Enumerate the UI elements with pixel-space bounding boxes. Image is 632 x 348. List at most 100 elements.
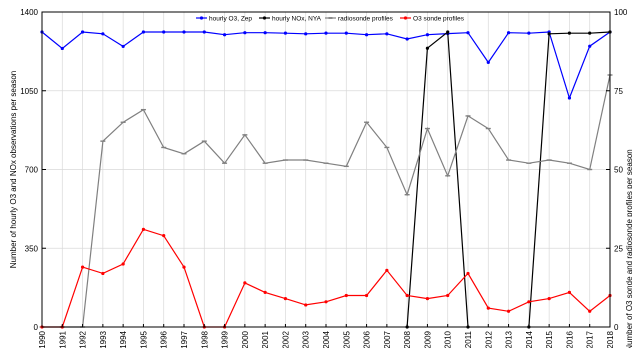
x-tick-label: 2014	[525, 330, 534, 348]
x-tick-label: 2002	[281, 330, 290, 348]
left-tick-label: 700	[25, 166, 39, 175]
data-point	[486, 60, 490, 64]
right-axis-title: Number of O3 sonde and radiosonde profil…	[625, 149, 632, 348]
data-point	[60, 46, 64, 51]
data-point	[324, 31, 328, 35]
legend-label: O3 sonde profiles	[413, 15, 465, 22]
x-tick-label: 2013	[505, 330, 514, 348]
legend-label-part: , Zep	[237, 15, 252, 22]
x-tick-label: 2018	[606, 330, 615, 348]
right-tick-label: 100	[614, 8, 628, 17]
data-point	[385, 32, 389, 36]
data-point	[263, 31, 267, 35]
x-tick-label: 1994	[119, 330, 128, 348]
data-point	[162, 30, 166, 34]
x-tick-label: 2005	[342, 330, 351, 348]
data-point	[182, 265, 186, 269]
data-point	[567, 96, 572, 100]
left-tick-label: 1050	[20, 87, 38, 96]
legend-label-part: radiosonde profiles	[338, 15, 394, 22]
data-point	[222, 33, 227, 37]
x-tick-label: 2007	[383, 330, 392, 348]
legend-label: radiosonde profiles	[338, 15, 394, 22]
data-point	[141, 30, 146, 34]
legend-item: radiosonde profiles	[325, 15, 394, 22]
x-tick-label: 2017	[586, 330, 595, 348]
legend-marker	[199, 16, 204, 20]
data-point	[527, 31, 531, 35]
x-tick-label: 2010	[444, 330, 453, 348]
legend-item: O3 sonde profiles	[400, 15, 465, 22]
data-point	[304, 32, 308, 36]
x-tick-label: 2015	[545, 330, 554, 348]
right-axis: 0 25 50 75 100	[606, 8, 628, 332]
data-point	[162, 234, 166, 238]
x-tick-label: 2008	[403, 330, 412, 348]
data-point	[466, 271, 470, 276]
legend-label: hourly NOx, NYA	[272, 15, 322, 22]
right-tick-label: 0	[614, 323, 619, 332]
data-point	[182, 30, 186, 34]
legend-label-part: 3	[234, 15, 238, 22]
data-point	[243, 31, 247, 35]
legend: hourly O3, Zep hourly NOx, NYA radiosonde …	[196, 15, 465, 22]
legend-label-part: 3	[418, 15, 422, 22]
legend-label-part: x	[301, 15, 305, 22]
x-tick-label: 1998	[200, 330, 209, 348]
data-point	[344, 293, 348, 298]
x-axis: 1990 1991 1992 1993 1994 1995 1996 1997 1998 1999…	[38, 324, 615, 348]
x-tick-label: 2001	[261, 330, 270, 348]
data-point	[405, 293, 409, 298]
x-tick-label: 1991	[58, 330, 67, 348]
x-tick-label: 1990	[38, 330, 47, 348]
left-axis-title: Number of hourly O3 and NOx observations…	[9, 71, 18, 268]
data-point	[202, 30, 206, 34]
legend-label-part: O	[413, 15, 418, 22]
left-axis: 0 350 700 1050 1400	[20, 8, 46, 332]
x-tick-label: 2016	[565, 330, 574, 348]
x-tick-label: 1995	[139, 330, 148, 348]
data-point	[506, 309, 511, 313]
data-point	[121, 44, 125, 49]
series-0	[40, 30, 612, 100]
legend-label-part: , NYA	[305, 15, 322, 22]
axis-titles: Number of hourly O3 and NOx observations…	[9, 71, 632, 348]
legend-item: hourly O3, Zep	[196, 15, 252, 22]
x-tick-label: 2004	[322, 330, 331, 348]
data-point	[304, 303, 308, 307]
left-tick-label: 0	[34, 323, 39, 332]
data-point	[547, 32, 551, 36]
x-tick-label: 1999	[221, 330, 230, 348]
x-tick-label: 2009	[423, 330, 432, 348]
right-tick-label: 75	[614, 87, 623, 96]
data-point	[364, 293, 369, 298]
data-point	[283, 297, 288, 301]
data-point	[344, 31, 348, 35]
data-point	[364, 33, 369, 37]
data-point	[588, 31, 592, 35]
legend-marker	[403, 16, 408, 20]
data-point	[425, 33, 430, 37]
data-point	[506, 31, 511, 35]
data-point	[588, 309, 592, 313]
data-point	[243, 281, 247, 285]
x-tick-label: 2003	[302, 330, 311, 348]
legend-marker	[262, 16, 267, 20]
data-point	[80, 30, 85, 34]
grid	[41, 11, 611, 328]
data-point	[263, 290, 267, 294]
x-tick-label: 1993	[99, 330, 108, 348]
data-point	[101, 32, 105, 36]
x-tick-label: 1992	[79, 330, 88, 348]
right-tick-label: 50	[614, 166, 623, 175]
data-point	[466, 31, 470, 35]
x-tick-label: 2000	[241, 330, 250, 348]
data-point	[486, 306, 490, 310]
legend-label-part: hourly NO	[272, 15, 301, 22]
legend-item: hourly NOx, NYA	[259, 15, 322, 22]
data-point	[80, 265, 85, 269]
data-point	[446, 30, 450, 34]
x-tick-label: 1996	[160, 330, 169, 348]
legend-label-part: sonde profiles	[422, 15, 465, 22]
